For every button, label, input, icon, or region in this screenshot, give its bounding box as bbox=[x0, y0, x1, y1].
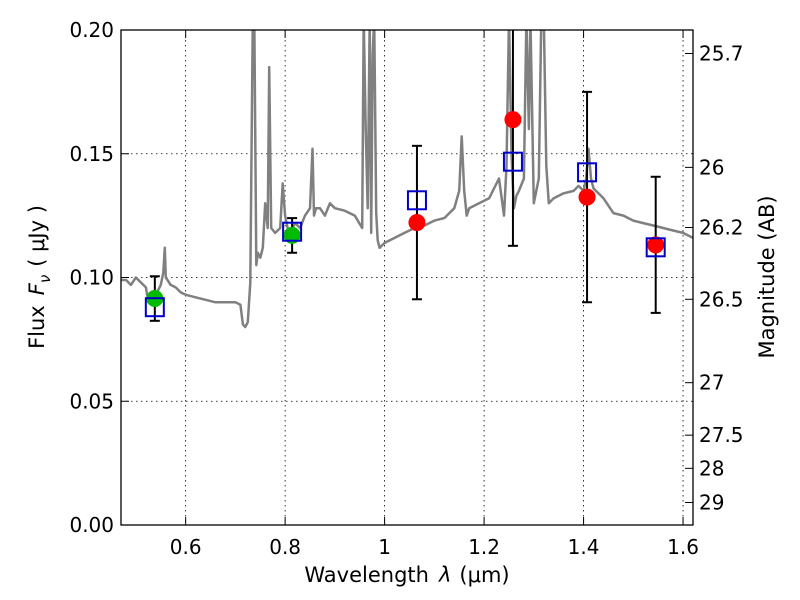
data-point bbox=[408, 214, 426, 232]
data-point bbox=[504, 111, 522, 129]
model-square bbox=[645, 237, 666, 258]
right-tick-label: 26.5 bbox=[699, 287, 744, 311]
x-tick-label: 1 bbox=[378, 535, 391, 559]
model-square bbox=[144, 297, 165, 318]
data-point bbox=[578, 188, 596, 206]
x-tick-label: 1.2 bbox=[468, 535, 500, 559]
ticks: 0.6 0.8 1 1.2 1.4 1.6 0.00 0.05 0.10 0.15 0.20 25.7… bbox=[69, 18, 743, 559]
y-tick-label: 0.20 bbox=[69, 18, 114, 42]
right-axis-title: Magnitude (AB) bbox=[755, 195, 779, 358]
grid bbox=[121, 30, 693, 525]
x-tick-label: 1.6 bbox=[667, 535, 699, 559]
model-square bbox=[502, 151, 523, 172]
spectrum-line bbox=[121, 30, 693, 329]
y-axis-title: FluxFν( μJy ) bbox=[25, 205, 54, 349]
right-tick-label: 27.5 bbox=[699, 423, 744, 447]
right-tick-label: 26 bbox=[699, 155, 724, 179]
right-tick-label: 29 bbox=[699, 490, 724, 514]
model-square bbox=[577, 162, 598, 183]
right-tick-label: 26.2 bbox=[699, 216, 744, 240]
y-tick-label: 0.00 bbox=[69, 513, 114, 537]
x-tick-label: 0.8 bbox=[269, 535, 301, 559]
x-axis-title: Wavelength λ (μm) bbox=[304, 563, 509, 587]
y-tick-label: 0.10 bbox=[69, 266, 114, 290]
spectrum-layer bbox=[121, 30, 693, 329]
x-tick-label: 0.6 bbox=[170, 535, 202, 559]
y-tick-label: 0.15 bbox=[69, 142, 114, 166]
y-tick-label: 0.05 bbox=[69, 389, 114, 413]
right-tick-label: 28 bbox=[699, 456, 724, 480]
right-tick-label: 25.7 bbox=[699, 42, 744, 66]
marker-layer bbox=[144, 30, 666, 322]
model-square bbox=[406, 190, 427, 211]
right-tick-label: 27 bbox=[699, 371, 724, 395]
x-tick-label: 1.4 bbox=[568, 535, 600, 559]
model-square bbox=[282, 221, 303, 242]
